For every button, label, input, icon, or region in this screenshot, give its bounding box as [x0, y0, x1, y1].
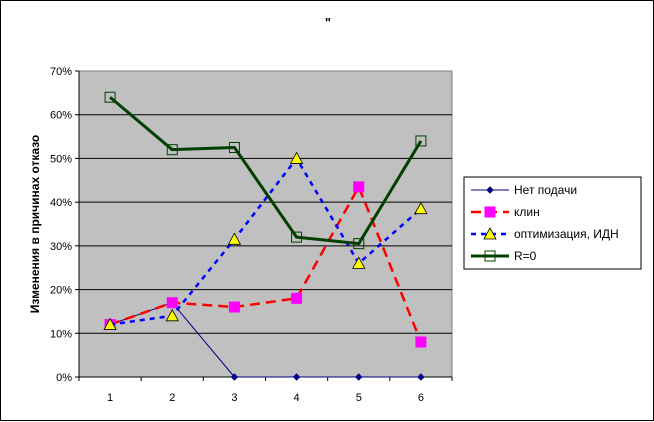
series-4-point	[166, 144, 178, 156]
series-1-point	[355, 373, 363, 381]
x-tick-label: 4	[294, 392, 300, 404]
series-2-point	[415, 336, 427, 348]
series-layer	[103, 91, 428, 381]
series-2-point	[228, 301, 240, 313]
series-4-point	[228, 142, 240, 153]
legend-entry-label: клин	[514, 205, 540, 219]
series-2-point	[353, 181, 365, 193]
x-tick-label: 2	[169, 392, 175, 404]
legend-swatch-marker	[484, 206, 496, 218]
chart-title: "	[325, 15, 331, 30]
grid-lines	[79, 114, 452, 334]
legend: Нет подачи клин оптимизация, ИДН R=0	[463, 176, 642, 270]
x-tick-label: 5	[356, 392, 362, 404]
y-tick-label: 30%	[50, 241, 72, 253]
x-tick-label: 3	[231, 392, 237, 404]
legend-swatch-marker	[484, 250, 496, 262]
series-3-point	[352, 256, 366, 269]
series-line-2	[109, 185, 423, 343]
legend-swatch-marker	[486, 186, 494, 194]
series-3-point	[103, 317, 117, 330]
series-1-point	[230, 373, 239, 381]
y-tick-label: 0%	[56, 372, 72, 384]
series-4-point	[104, 91, 116, 103]
y-tick-label: 40%	[50, 197, 72, 209]
series-3-point	[165, 308, 179, 322]
x-tick-label: 6	[418, 392, 424, 404]
series-1-point	[292, 373, 301, 381]
legend-entry-label: R=0	[514, 249, 537, 263]
series-4-point	[291, 231, 303, 243]
series-3-point	[414, 201, 428, 215]
series-3-point	[289, 151, 304, 164]
axes: 0% 10% 20% 30% 40% 50% 60% 70% 1 2 3 4 5 6	[50, 66, 453, 404]
series-2-point	[166, 297, 178, 309]
series-2-point	[291, 292, 303, 304]
legend-entry-label: оптимизация, ИДН	[514, 227, 619, 241]
y-tick-label: 20%	[50, 285, 72, 297]
series-3-point	[227, 232, 242, 245]
y-tick-label: 50%	[50, 153, 72, 165]
series-line-4	[109, 96, 423, 246]
legend-box	[463, 176, 642, 270]
x-tick-label: 1	[107, 392, 113, 404]
y-tick-label: 70%	[50, 66, 72, 78]
series-4-point	[415, 135, 427, 147]
y-axis-label: Изменения в причинах отказо	[28, 135, 42, 313]
legend-swatch-marker	[483, 227, 497, 240]
legend-entry-label: Нет подачи	[514, 183, 577, 197]
y-tick-label: 60%	[50, 110, 72, 122]
series-line-3	[109, 157, 422, 326]
series-4-point	[353, 238, 365, 250]
y-tick-label: 10%	[50, 328, 72, 340]
series-1-point	[417, 373, 425, 381]
